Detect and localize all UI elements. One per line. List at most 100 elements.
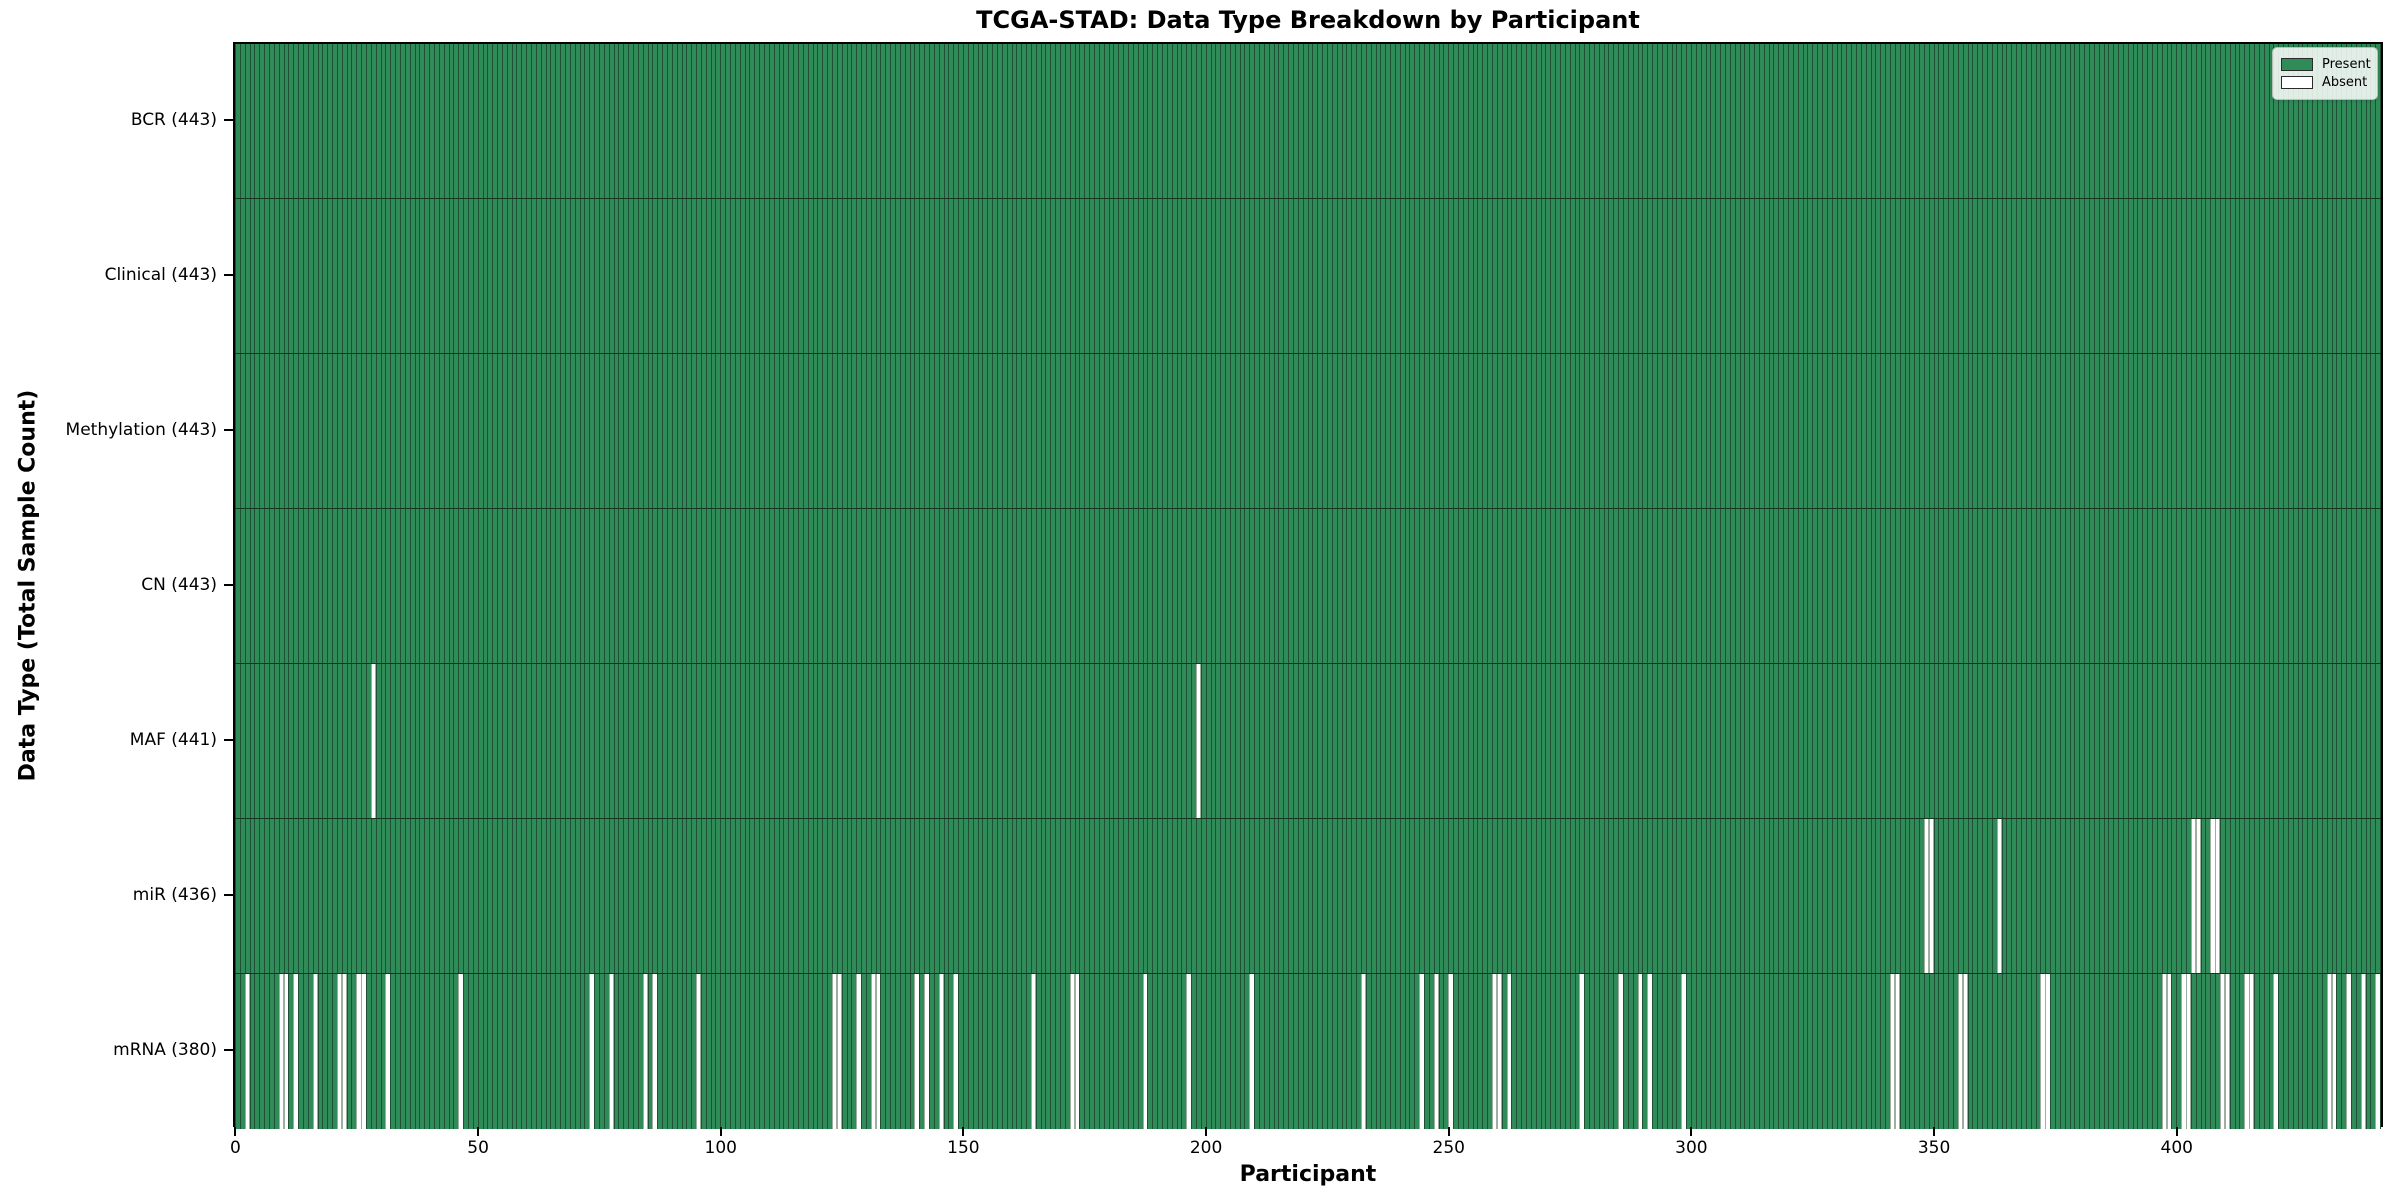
heatmap-cell <box>1690 819 1697 973</box>
heatmap-cell <box>1593 509 1600 663</box>
heatmap-cell <box>2283 354 2289 508</box>
heatmap-cell <box>1380 44 1386 198</box>
heatmap-cell <box>1001 354 1008 508</box>
heatmap-cell <box>1928 509 1935 663</box>
heatmap-cell <box>710 819 716 973</box>
heatmap-cell <box>1346 509 1352 663</box>
heatmap-cell <box>2030 44 2037 198</box>
heatmap-cell <box>1943 974 1949 1129</box>
heatmap-row-BCR <box>235 44 2381 199</box>
heatmap-cell <box>1579 199 1585 353</box>
heatmap-cell <box>1627 354 1634 508</box>
heatmap-cell <box>1846 44 1852 198</box>
heatmap-cell <box>2054 664 2061 818</box>
heatmap-cell <box>1297 974 1304 1129</box>
heatmap-cell <box>2283 664 2289 818</box>
heatmap-cell <box>1676 509 1682 663</box>
heatmap-cell <box>2375 44 2381 198</box>
heatmap-cell <box>429 354 435 508</box>
heatmap-cell <box>487 509 493 663</box>
heatmap-cell <box>463 199 469 353</box>
heatmap-cell <box>870 974 877 1129</box>
heatmap-cell <box>967 199 974 353</box>
heatmap-cell <box>239 974 246 1129</box>
heatmap-cell <box>2190 664 2197 818</box>
heatmap-cell <box>603 974 610 1129</box>
heatmap-cell <box>1438 974 1444 1129</box>
heatmap-cell <box>1370 199 1376 353</box>
heatmap-cell <box>608 819 615 973</box>
heatmap-cell <box>2234 199 2240 353</box>
heatmap-cell <box>691 664 697 818</box>
heatmap-cell <box>1482 819 1488 973</box>
heatmap-cell <box>2346 354 2352 508</box>
heatmap-cell <box>404 664 411 818</box>
heatmap-cell <box>1055 509 1061 663</box>
heatmap-cell <box>1404 974 1410 1129</box>
heatmap-cell <box>2025 664 2032 818</box>
heatmap-cell <box>1229 509 1236 663</box>
heatmap-cell <box>2147 509 2153 663</box>
heatmap-cell <box>1487 974 1493 1129</box>
heatmap-cell <box>351 354 357 508</box>
heatmap-cell <box>1375 509 1381 663</box>
heatmap-cell <box>841 199 847 353</box>
heatmap-cell <box>598 819 605 973</box>
heatmap-cell <box>2142 509 2148 663</box>
heatmap-cell <box>1948 509 1954 663</box>
heatmap-cell <box>540 819 547 973</box>
heatmap-cell <box>1690 44 1697 198</box>
heatmap-cell <box>467 44 474 198</box>
heatmap-cell <box>1385 974 1391 1129</box>
heatmap-cell <box>1026 819 1032 973</box>
heatmap-cell <box>1186 354 1192 508</box>
heatmap-cell <box>1836 664 1842 818</box>
heatmap-cell <box>666 819 673 973</box>
heatmap-cell <box>2355 354 2362 508</box>
heatmap-cell <box>1035 199 1042 353</box>
heatmap-cell <box>1215 819 1221 973</box>
heatmap-cell <box>1394 974 1401 1129</box>
heatmap-cell <box>996 199 1003 353</box>
heatmap-cell <box>1933 354 1939 508</box>
heatmap-cell <box>797 974 804 1129</box>
heatmap-cell <box>996 664 1003 818</box>
heatmap-cell <box>2122 509 2129 663</box>
heatmap-cell <box>1307 819 1313 973</box>
heatmap-cell <box>1477 664 1483 818</box>
heatmap-cell <box>1278 199 1284 353</box>
heatmap-cell <box>535 509 542 663</box>
heatmap-cell <box>1186 974 1192 1129</box>
heatmap-cell <box>972 664 979 818</box>
heatmap-cell <box>579 974 585 1129</box>
heatmap-cell <box>686 819 692 973</box>
heatmap-cell <box>1991 974 1998 1129</box>
heatmap-cell <box>992 199 998 353</box>
heatmap-cell <box>2025 509 2032 663</box>
heatmap-cell <box>681 664 687 818</box>
heatmap-cell <box>302 199 309 353</box>
heatmap-cell <box>2103 974 2109 1129</box>
heatmap-cell <box>2176 819 2182 973</box>
heatmap-cell <box>2317 974 2323 1129</box>
heatmap-cell <box>1627 44 1634 198</box>
heatmap-cell <box>598 664 605 818</box>
heatmap-cell <box>696 974 702 1129</box>
heatmap-cell <box>2040 974 2046 1129</box>
heatmap-cell <box>1419 664 1425 818</box>
heatmap-cell <box>317 974 323 1129</box>
heatmap-cell <box>1953 664 1959 818</box>
heatmap-cell <box>2331 664 2337 818</box>
heatmap-cell <box>1215 664 1221 818</box>
heatmap-cell <box>2001 199 2007 353</box>
heatmap-cell <box>1598 354 1605 508</box>
heatmap-cell <box>2200 509 2206 663</box>
heatmap-cell <box>463 819 469 973</box>
heatmap-cell <box>2176 44 2182 198</box>
heatmap-cell <box>2152 974 2158 1129</box>
heatmap-cell <box>666 44 673 198</box>
heatmap-cell <box>249 974 255 1129</box>
heatmap-cell <box>482 354 488 508</box>
heatmap-cell <box>1128 199 1134 353</box>
heatmap-cell <box>1399 974 1406 1129</box>
